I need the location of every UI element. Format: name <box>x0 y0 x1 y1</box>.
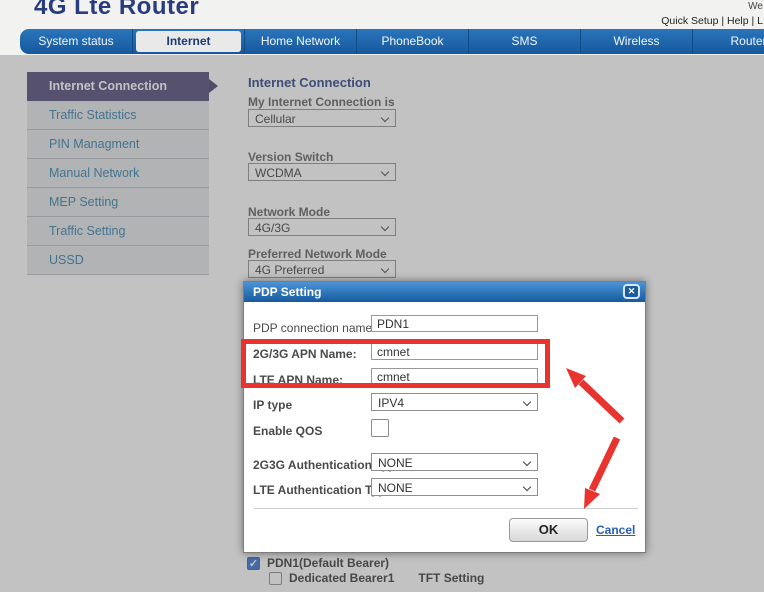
apn-lte-label: LTE APN Name: <box>253 373 344 387</box>
network-mode-label: Network Mode <box>248 205 331 219</box>
select-value: NONE <box>378 481 413 495</box>
sidebar-item-internet-connection[interactable]: Internet Connection <box>27 72 218 101</box>
ip-type-label: IP type <box>253 398 293 412</box>
tab-system-status[interactable]: System status <box>38 34 114 48</box>
select-value: 4G/3G <box>255 221 291 235</box>
apn-2g3g-label: 2G/3G APN Name: <box>253 347 357 361</box>
tab-internet[interactable]: Internet <box>132 29 244 54</box>
sidebar: Internet Connection Traffic Statistics P… <box>27 72 218 275</box>
tab-router[interactable]: Router <box>692 29 764 54</box>
section-heading: Internet Connection <box>248 75 371 90</box>
tab-internet-label: Internet <box>136 31 241 52</box>
auth-lte-label: LTE Authentication Type <box>253 483 393 497</box>
pdn1-checkbox[interactable]: ✓ <box>247 556 260 570</box>
tab-sms[interactable]: SMS <box>468 29 580 54</box>
sidebar-item-label: Internet Connection <box>49 79 168 93</box>
main-nav: System status Internet Home Network Phon… <box>20 29 764 54</box>
active-item-arrow-icon <box>209 79 218 93</box>
dialog-title: PDP Setting <box>253 285 322 299</box>
select-value: WCDMA <box>255 166 302 180</box>
auth-lte-select[interactable]: NONE <box>371 478 538 496</box>
select-value: Cellular <box>255 112 296 126</box>
sidebar-item-mep-setting[interactable]: MEP Setting <box>27 188 209 217</box>
pdp-setting-dialog: PDP Setting ✕ PDP connection name 2G/3G … <box>243 281 646 553</box>
select-value: 4G Preferred <box>255 263 325 277</box>
preferred-network-mode-label: Preferred Network Mode <box>248 247 387 261</box>
version-switch-select[interactable]: WCDMA <box>248 163 396 181</box>
sidebar-item-traffic-setting[interactable]: Traffic Setting <box>27 217 209 246</box>
bearer-row-dedicated: Dedicated Bearer1 TFT Setting <box>269 571 484 585</box>
ip-type-select[interactable]: IPV4 <box>371 393 538 411</box>
tab-wireless[interactable]: Wireless <box>580 29 692 54</box>
bearer-row-pdn1: ✓ PDN1(Default Bearer) <box>247 556 389 570</box>
preferred-network-mode-select[interactable]: 4G Preferred <box>248 260 396 278</box>
sidebar-item-pin-managment[interactable]: PIN Managment <box>27 130 209 159</box>
header-links: We Quick Setup | Help | L <box>661 1 763 27</box>
sidebar-item-manual-network[interactable]: Manual Network <box>27 159 209 188</box>
page-title: 4G Lte Router <box>34 0 200 20</box>
pdn1-label: PDN1(Default Bearer) <box>267 556 390 570</box>
dialog-header: PDP Setting ✕ <box>244 282 645 302</box>
ok-button[interactable]: OK <box>509 518 588 542</box>
dedicated-bearer-label: Dedicated Bearer1 <box>289 571 395 585</box>
tab-home-network[interactable]: Home Network <box>244 29 356 54</box>
select-value: IPV4 <box>378 396 405 410</box>
welcome-text: We <box>748 1 763 12</box>
cancel-link[interactable]: Cancel <box>596 523 636 537</box>
enable-qos-label: Enable QOS <box>253 424 323 438</box>
version-switch-label: Version Switch <box>248 150 334 164</box>
chevron-down-icon <box>522 457 532 467</box>
divider <box>254 508 638 509</box>
sidebar-item-traffic-statistics[interactable]: Traffic Statistics <box>27 101 209 130</box>
tft-setting-link[interactable]: TFT Setting <box>418 571 485 585</box>
chevron-down-icon <box>522 397 532 407</box>
enable-qos-checkbox[interactable] <box>371 419 389 437</box>
select-value: NONE <box>378 456 413 470</box>
auth-2g3g-select[interactable]: NONE <box>371 453 538 471</box>
pdp-connection-name-input[interactable] <box>371 315 538 332</box>
auth-2g3g-label: 2G3G Authentication Type <box>253 458 403 472</box>
internet-connection-label: My Internet Connection is <box>248 95 395 109</box>
network-mode-select[interactable]: 4G/3G <box>248 218 396 236</box>
chevron-down-icon <box>522 482 532 492</box>
tab-phonebook[interactable]: PhoneBook <box>356 29 468 54</box>
apn-lte-input[interactable] <box>371 368 538 385</box>
sidebar-item-ussd[interactable]: USSD <box>27 246 209 275</box>
apn-2g3g-input[interactable] <box>371 343 538 360</box>
close-icon[interactable]: ✕ <box>623 284 640 299</box>
pdp-connection-name-label: PDP connection name <box>253 321 373 335</box>
dedicated-bearer-checkbox[interactable] <box>269 571 282 585</box>
internet-connection-select[interactable]: Cellular <box>248 109 396 127</box>
quick-links[interactable]: Quick Setup | Help | L <box>661 15 763 27</box>
